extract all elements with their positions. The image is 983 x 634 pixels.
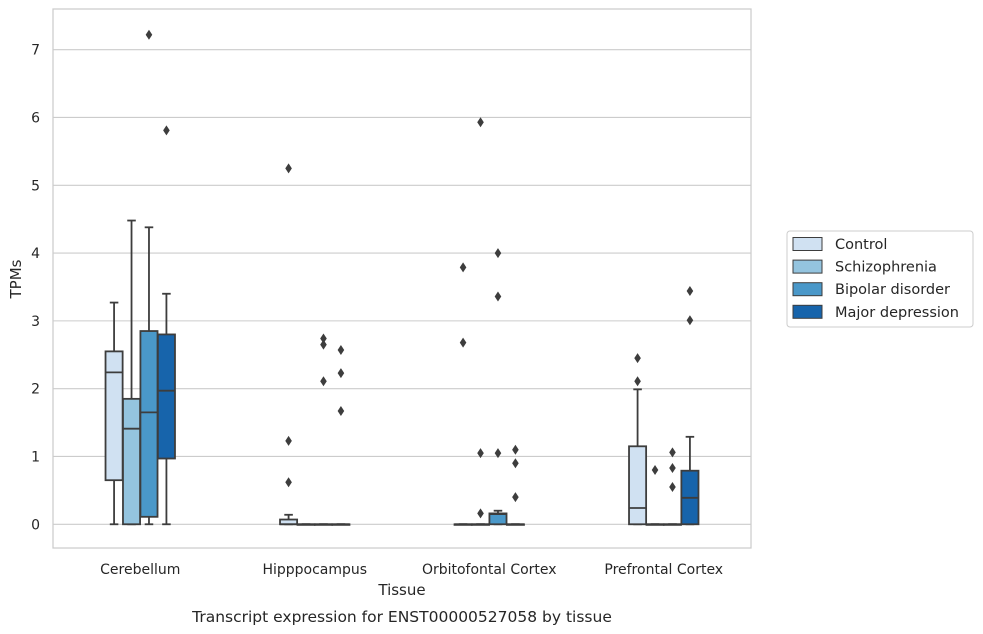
box [156,125,176,526]
series-group [156,125,700,526]
box [104,301,124,526]
box [645,465,665,526]
box-body [628,445,648,526]
box-body [104,350,124,482]
outlier-point [320,339,327,350]
box [296,523,316,526]
outlier-point [320,333,327,344]
y-tick-label: 2 [31,382,40,398]
x-tick-label: Orbitofontal Cortex [422,562,557,578]
legend-frame [786,230,974,328]
outlier-point [686,315,694,326]
legend-label: Control [835,237,887,253]
outlier-point [285,435,292,446]
legend-swatch [792,304,823,319]
y-axis-ticks: 0 1 2 3 4 5 6 7 [31,43,40,534]
box-series [104,29,700,526]
outlier-point [459,262,467,273]
outlier-point [669,462,676,473]
legend-swatch [792,237,823,251]
chart-caption: Transcript expression for ENST0000052705… [191,608,612,626]
y-tick-label: 3 [31,314,40,330]
x-axis-label: Tissue [377,581,425,599]
outlier-point [634,353,641,364]
box [331,345,351,526]
legend-label: Bipolar disorder [835,282,950,298]
box-body [122,397,141,526]
outlier-point [337,406,345,417]
box-body [488,512,508,526]
y-tick-label: 4 [31,246,40,262]
outlier-point [285,477,292,488]
box [314,333,333,526]
outlier-point [145,29,153,40]
legend-label: Major depression [835,305,959,321]
y-tick-label: 6 [31,110,40,126]
outlier-point [669,447,676,458]
outlier-point [285,163,292,174]
box [663,447,682,526]
y-tick-label: 5 [31,178,40,194]
outlier-point [651,465,659,476]
legend-label: Schizophrenia [835,260,937,276]
series-group [139,29,682,526]
outlier-point [477,117,484,128]
outlier-point [494,248,502,259]
outlier-point [669,481,676,492]
outlier-point [634,376,641,387]
box [453,262,473,526]
box [279,163,299,526]
x-tick-label: Prefrontal Cortex [604,562,723,578]
y-tick-label: 7 [31,43,40,59]
outlier-point [337,345,345,356]
box [628,353,648,526]
box-body [139,330,159,518]
outlier-point [686,286,694,297]
outlier-point [477,508,484,519]
outlier-point [320,376,327,387]
x-tick-label: Hipppocampus [262,562,367,578]
outlier-point [459,337,467,348]
legend-swatch [792,282,823,297]
box [471,117,490,526]
box-body [156,333,176,460]
outlier-point [494,291,502,302]
outlier-point [512,492,519,503]
box [505,444,525,526]
x-tick-label: Cerebellum [100,562,180,578]
series-group [104,163,648,526]
outlier-point [163,125,170,136]
legend-swatch [792,259,823,274]
outlier-point [477,448,484,459]
box [680,286,700,526]
box [139,29,159,526]
x-axis-ticks: Cerebellum Hipppocampus Orbitofontal Corte… [100,562,723,578]
series-group [122,117,665,526]
y-axis-label: TPMs [7,259,25,299]
legend: Control Schizophrenia Bipolar disorder Majo… [786,230,974,328]
outlier-point [494,448,502,459]
outlier-point [337,368,345,379]
y-tick-label: 0 [31,517,40,533]
outlier-point [512,444,519,455]
legend-items: Control Schizophrenia Bipolar disorder Majo… [792,237,959,321]
plot-area-frame [52,8,752,549]
y-tick-label: 1 [31,449,40,465]
box [488,248,508,526]
outlier-point [512,458,519,469]
box [122,219,141,526]
